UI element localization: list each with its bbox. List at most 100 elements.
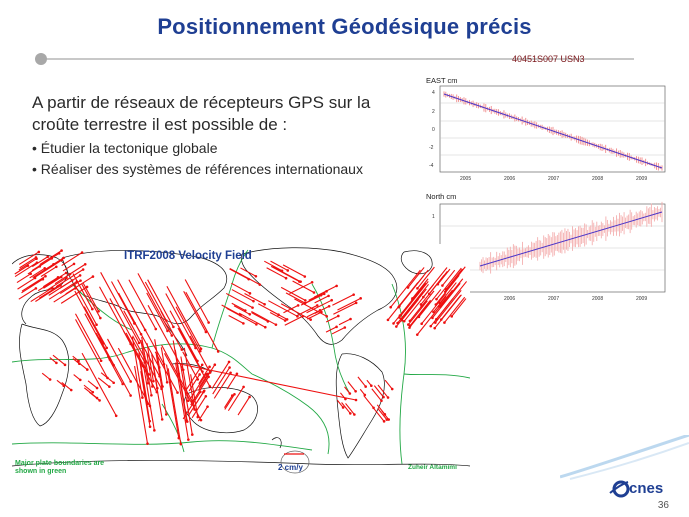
vector-head [419,303,423,306]
velocity-vector [73,282,98,325]
vector-head [415,333,419,336]
velocity-vector [146,343,154,382]
vector-head [79,279,82,282]
velocity-vector [30,287,53,303]
vector-head [386,396,390,399]
vector-head [349,317,352,321]
vector-head [213,363,217,367]
vector-head [363,393,367,397]
velocity-vector [387,282,419,321]
velocity-vector [409,300,432,328]
velocity-vector [363,395,374,409]
vector-head [301,314,304,318]
vector-head [83,262,87,266]
vector-head [112,381,115,385]
vector-head [263,302,266,306]
velocity-vector [175,306,201,352]
vector-head [248,395,251,399]
velocity-vector [62,263,75,272]
vector-head [327,294,330,298]
velocity-vector [75,319,108,379]
vector-head [139,332,143,336]
vector-head [46,255,50,259]
vector-head [141,396,144,399]
velocity-vector [141,336,152,396]
velocity-vector [398,281,429,318]
velocity-vector [237,396,251,416]
vector-head [390,387,394,391]
vector-head [354,389,357,393]
velocity-vector [264,260,283,272]
velocity-vector [198,373,209,388]
vector-head [402,319,406,323]
velocity-vector [190,376,210,406]
vector-head [95,386,99,390]
velocity-vector [224,395,233,409]
vector-head [34,287,38,290]
vector-head [97,309,100,313]
velocity-vector [43,276,62,289]
velocity-vector [29,278,44,288]
vector-head [283,319,287,322]
velocity-vector [73,374,81,381]
velocity-vector [332,294,354,306]
slide-title: Positionnement Géodésique précis [157,14,532,39]
scale-label: 2 cm/y [278,463,303,472]
east-xtick: 2005 [460,176,471,182]
vector-head [170,334,174,337]
east-xtick: 2006 [504,176,515,182]
velocity-vector [180,364,193,435]
cnes-logo-text: cnes [629,480,664,497]
velocity-vector [109,298,146,363]
vector-head [198,373,201,376]
bullet-item: • Étudier la tectonique globale [32,140,218,156]
velocity-vector [306,299,332,314]
velocity-vector [304,293,325,305]
vector-head [408,326,411,329]
velocity-vector [213,372,232,399]
velocity-vector [61,382,72,391]
velocity-vector [416,266,435,289]
velocity-vector [178,328,203,372]
velocity-vector [296,304,318,317]
vector-head [382,420,386,423]
vector-head [78,378,82,382]
vector-head [303,275,307,278]
velocity-vector [143,366,155,431]
vector-head [165,381,169,384]
vector-head [204,395,208,398]
vector-head [284,276,288,280]
vector-head [325,315,329,318]
velocity-vector [283,304,299,314]
velocity-vector [195,391,204,404]
lead-paragraph: A partir de réseaux de récepteurs GPS su… [32,93,371,134]
velocity-vector [314,295,329,304]
vector-head [121,382,124,386]
velocity-vector [21,275,46,292]
velocity-vector [373,408,385,422]
body-text: A partir de réseaux de récepteurs GPS su… [32,92,402,179]
vector-head [392,322,395,325]
vector-head [400,318,404,322]
velocity-vector [437,268,451,285]
velocity-field-map: ITRF2008 Velocity Field Major plate boun… [11,244,471,476]
vector-head [91,390,95,394]
vector-head [299,280,302,283]
map-author: Zuheir Altamimi [408,464,457,471]
vector-head [199,418,203,422]
vector-head [148,425,152,429]
velocity-vector [418,289,442,318]
velocity-vector [39,250,62,266]
vector-head [337,314,340,318]
vector-head [208,385,212,388]
velocity-vector [16,273,31,284]
velocity-vector [131,336,143,398]
velocity-vector [17,277,36,290]
vector-head [242,322,245,325]
vector-head [248,292,252,295]
velocity-vector [284,315,303,326]
velocity-vector [82,282,100,312]
vector-head [382,395,385,399]
velocity-vector [146,292,168,332]
vector-head [180,348,184,351]
